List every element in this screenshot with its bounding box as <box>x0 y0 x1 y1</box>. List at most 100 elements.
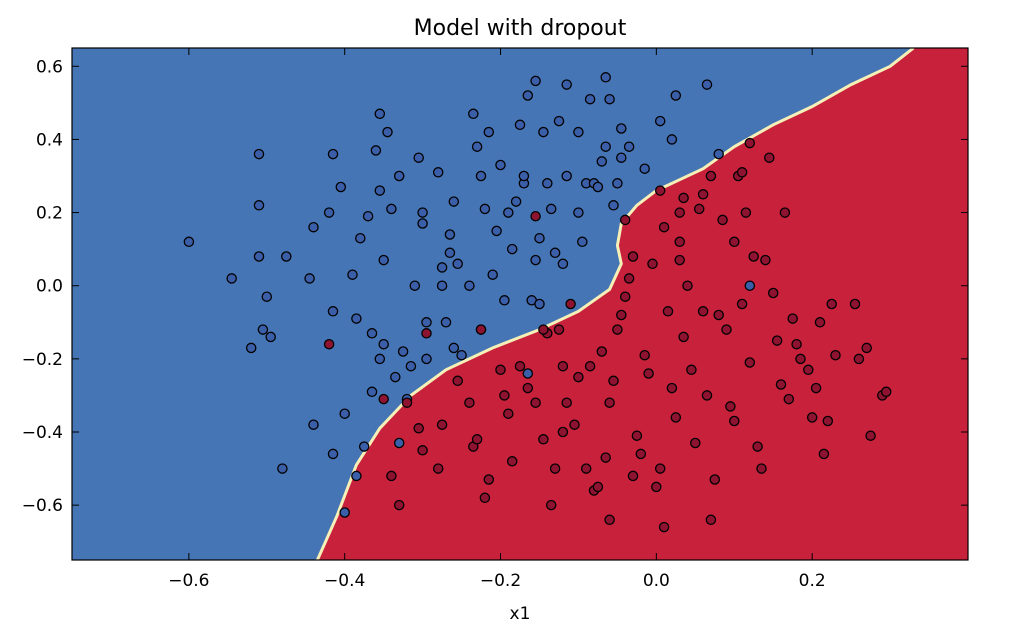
data-point-blue <box>561 79 572 90</box>
data-point-red <box>323 338 335 350</box>
data-point-blue <box>327 148 339 160</box>
data-point-red <box>421 328 432 339</box>
data-point-red <box>709 474 721 485</box>
data-point-red <box>635 448 647 460</box>
data-point-red <box>495 364 506 376</box>
data-point-red <box>483 474 495 485</box>
data-point-red <box>674 254 685 266</box>
data-point-blue <box>639 163 650 174</box>
data-point-red <box>538 324 549 335</box>
data-point-red <box>674 207 685 218</box>
data-point-blue <box>542 178 553 189</box>
data-point-blue <box>366 328 378 339</box>
data-point-blue <box>327 306 339 317</box>
data-point-red <box>674 236 685 248</box>
data-point-red <box>880 386 892 398</box>
data-point-blue <box>456 349 467 361</box>
data-point-blue <box>366 386 378 398</box>
data-point-blue <box>612 178 623 189</box>
data-point-blue <box>623 141 635 152</box>
data-point-blue <box>666 134 678 145</box>
data-point-red <box>627 251 639 262</box>
data-point-blue <box>253 251 265 262</box>
data-point-red <box>627 470 639 482</box>
data-point-red <box>693 203 705 215</box>
data-point-red <box>705 514 717 526</box>
data-point-red <box>654 463 666 474</box>
data-point-blue <box>440 317 452 328</box>
data-point-blue <box>382 126 393 138</box>
data-point-blue <box>253 200 265 211</box>
data-point-blue <box>390 371 401 383</box>
data-point-blue <box>713 148 724 160</box>
data-point-red <box>506 456 518 467</box>
data-point-blue <box>281 251 292 262</box>
data-point-red <box>580 463 592 474</box>
data-point-blue <box>245 342 257 354</box>
data-point-blue <box>261 291 273 302</box>
data-point-blue <box>545 203 557 215</box>
data-point-red <box>643 368 654 379</box>
y-tick-label: 0.2 <box>36 204 63 224</box>
data-point-red <box>557 426 569 438</box>
data-point-red <box>764 152 775 163</box>
data-point-red <box>697 306 709 317</box>
y-tick-label: 0.4 <box>36 130 63 150</box>
data-point-blue <box>616 123 627 134</box>
data-point-red <box>670 412 682 423</box>
data-point-blue <box>538 126 549 138</box>
data-point-blue <box>448 342 460 354</box>
data-point-red <box>830 349 841 361</box>
data-point-blue <box>534 232 545 244</box>
data-point-blue <box>557 258 569 270</box>
chart-title: Model with dropout <box>414 16 627 41</box>
data-point-blue <box>573 207 584 218</box>
x-tick-label: −0.2 <box>480 571 521 591</box>
data-point-red <box>479 492 491 504</box>
data-point-red <box>557 360 569 372</box>
data-point-blue <box>304 273 315 284</box>
data-point-red <box>565 298 576 310</box>
data-point-blue <box>444 229 456 240</box>
data-point-red <box>791 338 802 350</box>
data-point-blue <box>584 93 596 105</box>
data-point-red <box>616 309 627 321</box>
data-point-blue <box>522 90 534 101</box>
data-point-red <box>713 309 724 321</box>
data-point-red <box>705 170 717 182</box>
x-axis-ticks: −0.6 −0.4 −0.2 0.0 0.2 <box>168 48 826 591</box>
data-point-red <box>678 331 689 343</box>
data-point-red <box>413 423 424 434</box>
data-point-blue <box>436 280 448 291</box>
data-point-red <box>378 393 389 405</box>
data-point-blue <box>499 295 510 306</box>
data-point-red <box>522 382 534 394</box>
data-point-blue <box>253 148 265 160</box>
data-point-red <box>682 280 693 291</box>
data-point-red <box>538 434 549 445</box>
data-point-red <box>803 364 814 376</box>
data-point-blue <box>495 159 506 171</box>
y-tick-label: 0.6 <box>36 57 63 77</box>
data-point-red <box>631 430 643 441</box>
data-point-red <box>584 360 596 372</box>
data-point-red <box>600 452 611 463</box>
data-point-blue <box>421 353 432 365</box>
data-point-red <box>853 353 865 365</box>
data-point-red <box>596 346 608 357</box>
data-point-blue <box>374 108 386 120</box>
decision-boundary <box>316 48 915 560</box>
y-tick-label: −0.6 <box>22 496 63 516</box>
data-point-blue <box>374 353 386 365</box>
data-point-blue <box>339 408 350 419</box>
data-point-red <box>814 317 826 328</box>
data-point-red <box>573 371 584 383</box>
data-point-blue <box>522 368 534 379</box>
plot-frame <box>71 47 969 561</box>
data-point-blue <box>347 269 358 280</box>
data-point-red <box>561 397 572 408</box>
data-point-red <box>514 360 526 372</box>
data-point-red <box>401 397 413 408</box>
data-point-blue <box>362 210 374 222</box>
